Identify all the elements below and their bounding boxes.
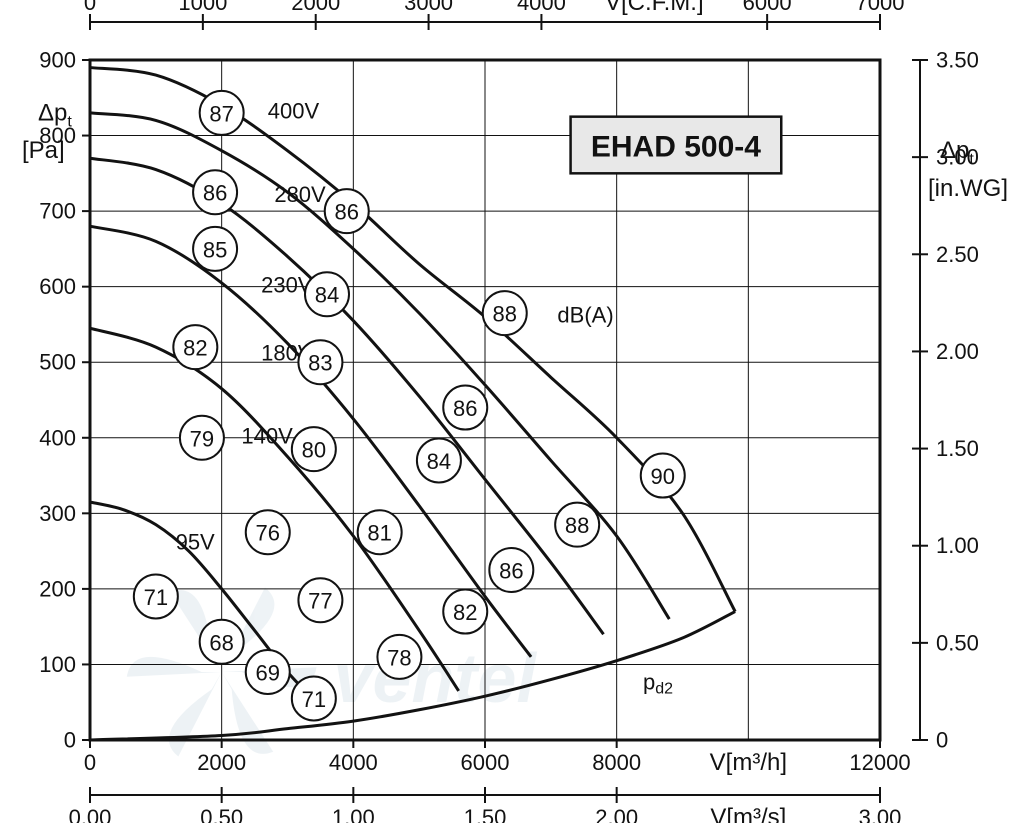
chart-title: EHAD 500-4 <box>591 131 761 164</box>
db-badge-value: 69 <box>256 661 280 686</box>
right-axis-title: Δpt <box>940 137 974 168</box>
bottom2-tick-label: 0.00 <box>69 805 112 823</box>
db-badge-value: 76 <box>256 521 280 546</box>
left-tick-label: 300 <box>39 501 76 526</box>
db-badge-value: 71 <box>302 687 326 712</box>
db-badge-value: 84 <box>427 449 451 474</box>
db-badge-value: 82 <box>453 600 477 625</box>
right-axis-unit: [in.WG] <box>928 175 1008 202</box>
left-tick-label: 700 <box>39 199 76 224</box>
db-badge-value: 86 <box>335 200 359 225</box>
bottom2-tick-label: 2.00 <box>595 805 638 823</box>
bottom2-tick-label: 0.50 <box>200 805 243 823</box>
db-badge-value: 90 <box>651 464 675 489</box>
left-axis-unit: [Pa] <box>22 137 65 164</box>
db-badge-value: 85 <box>203 237 227 262</box>
voltage-label: 95V <box>176 529 215 554</box>
db-badge-value: 77 <box>308 589 332 614</box>
db-badge-value: 88 <box>493 302 517 327</box>
top-tick-label: 0 <box>84 0 96 15</box>
bottom1-tick-label: 8000 <box>592 750 641 775</box>
right-tick-label: 2.50 <box>936 242 979 267</box>
bottom2-tick-label: 1.00 <box>332 805 375 823</box>
db-badge-value: 68 <box>209 630 233 655</box>
left-tick-label: 0 <box>64 728 76 753</box>
db-badge-value: 83 <box>308 351 332 376</box>
db-badge-value: 86 <box>453 396 477 421</box>
right-tick-label: 3.50 <box>936 48 979 73</box>
bottom1-axis-unit: V[m³/h] <box>710 749 787 776</box>
voltage-label: 280V <box>274 182 326 207</box>
db-badge-value: 80 <box>302 438 326 463</box>
db-badge-value: 81 <box>367 521 391 546</box>
db-badge-value: 71 <box>144 585 168 610</box>
right-tick-label: 0 <box>936 728 948 753</box>
chart-svg: ventel400V280V230V180V140V95VdB(A)pd2878… <box>0 0 1018 823</box>
bottom1-tick-label: 6000 <box>461 750 510 775</box>
top-axis-unit: V[C.F.M.] <box>605 0 704 16</box>
bottom2-tick-label: 3.00 <box>859 805 902 823</box>
db-badge-value: 86 <box>203 181 227 206</box>
top-tick-label: 6000 <box>743 0 792 15</box>
top-tick-label: 4000 <box>517 0 566 15</box>
voltage-label: 140V <box>241 424 293 449</box>
fan-performance-chart: ventel400V280V230V180V140V95VdB(A)pd2878… <box>0 0 1018 823</box>
voltage-label: 400V <box>268 99 320 124</box>
pd2-label: pd2 <box>643 669 673 697</box>
db-badge-value: 88 <box>565 513 589 538</box>
left-tick-label: 100 <box>39 652 76 677</box>
bottom1-tick-label: 4000 <box>329 750 378 775</box>
right-tick-label: 1.50 <box>936 436 979 461</box>
bottom2-tick-label: 1.50 <box>464 805 507 823</box>
db-badge-value: 82 <box>183 336 207 361</box>
left-tick-label: 600 <box>39 274 76 299</box>
top-tick-label: 2000 <box>291 0 340 15</box>
left-axis-title: Δpt <box>38 99 72 130</box>
left-tick-label: 500 <box>39 350 76 375</box>
db-unit-label: dB(A) <box>557 303 613 328</box>
left-tick-label: 200 <box>39 576 76 601</box>
db-badge-value: 84 <box>315 283 339 308</box>
bottom2-axis-unit: V[m³/s] <box>710 804 786 823</box>
bottom1-tick-label: 0 <box>84 750 96 775</box>
bottom1-tick-label: 2000 <box>197 750 246 775</box>
top-tick-label: 3000 <box>404 0 453 15</box>
right-tick-label: 1.00 <box>936 533 979 558</box>
db-badge-value: 87 <box>209 101 233 126</box>
left-tick-label: 900 <box>39 48 76 73</box>
right-tick-label: 2.00 <box>936 339 979 364</box>
db-badge-value: 78 <box>387 645 411 670</box>
bottom1-tick-label: 12000 <box>849 750 910 775</box>
db-badge-value: 79 <box>190 426 214 451</box>
top-tick-label: 7000 <box>856 0 905 15</box>
right-tick-label: 0.50 <box>936 630 979 655</box>
left-tick-label: 400 <box>39 425 76 450</box>
db-badge-value: 86 <box>499 559 523 584</box>
top-tick-label: 1000 <box>178 0 227 15</box>
